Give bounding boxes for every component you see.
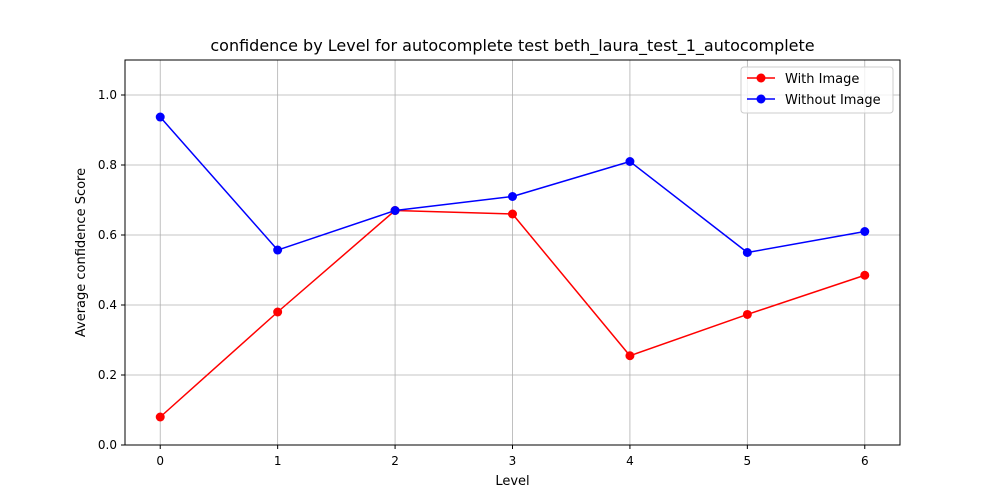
legend: With Image Without Image xyxy=(740,66,894,114)
x-tick-label: 6 xyxy=(861,454,869,468)
data-point-with-image xyxy=(625,351,635,361)
legend-item-without-image: Without Image xyxy=(747,93,881,108)
y-tick-label: 0.2 xyxy=(98,368,117,382)
legend-label-with-image: With Image xyxy=(785,72,859,87)
data-point-without-image xyxy=(860,227,870,236)
legend-marker-with-image xyxy=(756,73,766,83)
data-point-without-image xyxy=(155,112,165,122)
y-tick-label: 1.0 xyxy=(98,88,117,102)
x-tick-label: 2 xyxy=(391,454,399,468)
series-layer xyxy=(155,112,870,422)
y-axis-label: Average confidence Score xyxy=(74,168,89,337)
data-point-without-image xyxy=(508,192,517,201)
data-point-with-image xyxy=(273,307,283,317)
data-point-without-image xyxy=(625,157,635,166)
ticks-layer: 0 1 2 3 4 5 6 0.0 0.2 0.4 0.6 0.8 1.0 xyxy=(98,88,869,468)
x-axis-label: Level xyxy=(495,474,529,489)
y-tick-label: 0.4 xyxy=(98,298,117,312)
x-tick-label: 1 xyxy=(274,454,282,468)
data-point-with-image xyxy=(742,309,752,319)
y-tick-label: 0.0 xyxy=(98,438,117,452)
legend-box xyxy=(740,66,894,114)
data-point-without-image xyxy=(273,245,283,255)
legend-marker-without-image xyxy=(756,94,766,104)
x-tick-label: 4 xyxy=(626,454,634,468)
data-point-with-image xyxy=(860,270,870,280)
data-point-without-image xyxy=(742,248,752,257)
chart-title: confidence by Level for autocomplete tes… xyxy=(210,36,814,56)
x-tick-label: 5 xyxy=(744,454,752,468)
legend-item-with-image: With Image xyxy=(747,72,859,87)
data-point-with-image xyxy=(508,209,517,219)
y-tick-label: 0.8 xyxy=(98,158,117,172)
data-point-with-image xyxy=(155,412,165,422)
x-tick-label: 3 xyxy=(509,454,517,468)
legend-label-without-image: Without Image xyxy=(785,93,881,108)
series-without-image xyxy=(155,112,870,257)
y-tick-label: 0.6 xyxy=(98,228,117,242)
data-point-without-image xyxy=(390,206,400,215)
x-tick-label: 0 xyxy=(156,454,164,468)
